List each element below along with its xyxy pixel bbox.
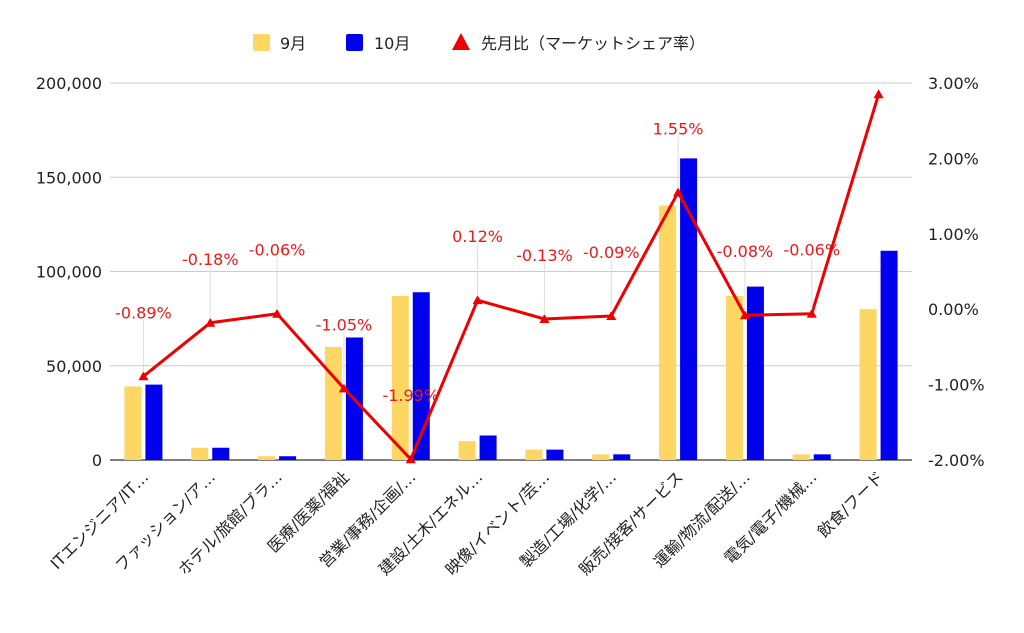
bar-october	[279, 456, 297, 460]
bar-october	[479, 435, 497, 460]
bar-september	[525, 449, 543, 460]
share-change-marker	[205, 317, 216, 327]
bar-october	[546, 449, 564, 460]
right-axis-tick-label: -2.00%	[928, 451, 985, 470]
bar-september	[258, 456, 276, 460]
legend-swatch-october	[346, 34, 363, 51]
share-change-data-label: -0.06%	[249, 241, 306, 260]
share-change-data-label: -0.09%	[583, 243, 640, 262]
category-axis-labels: ITエンジニア/IT…ファッション/ア…ホテル/旅館/ブラ…医療/医薬/福祉営業…	[47, 467, 888, 579]
bar-september	[859, 309, 877, 460]
bar-october	[813, 454, 831, 460]
bar-october	[212, 447, 230, 460]
share-change-marker	[405, 454, 416, 464]
left-axis-ticks: 0 50,000 100,000 150,000 200,000	[36, 74, 102, 470]
share-change-data-label: -0.08%	[717, 242, 774, 261]
share-change-marker	[873, 89, 884, 99]
right-axis-tick-label: -1.00%	[928, 376, 985, 395]
share-change-data-label: -0.89%	[115, 303, 172, 322]
gridlines	[110, 82, 912, 461]
share-change-data-label: -0.06%	[783, 241, 840, 260]
left-axis-tick-label: 100,000	[36, 263, 102, 282]
bar-september	[592, 454, 610, 460]
share-change-data-label: -0.13%	[516, 246, 573, 265]
right-axis-ticks: -2.00% -1.00% 0.00% 1.00% 2.00% 3.00%	[928, 74, 985, 470]
legend-label-share-change: 先月比（マーケットシェア率）	[481, 34, 705, 53]
share-change-line	[142, 93, 881, 461]
bar-september	[458, 441, 476, 460]
bar-september	[725, 296, 743, 460]
bar-october	[680, 158, 698, 460]
legend-swatch-september	[253, 34, 270, 51]
share-change-marker	[539, 314, 550, 324]
bar-september	[391, 296, 409, 460]
share-change-marker	[472, 295, 483, 305]
share-change-data-label: 1.55%	[653, 119, 704, 138]
share-change-marker	[338, 383, 349, 393]
bar-october	[613, 454, 631, 460]
share-change-marker	[138, 371, 149, 381]
legend-label-september: 9月	[280, 34, 306, 53]
bar-september	[191, 447, 209, 460]
right-axis-tick-label: 0.00%	[928, 300, 979, 319]
bar-september	[324, 346, 342, 460]
share-change-marker	[272, 308, 283, 318]
left-axis-tick-label: 50,000	[46, 357, 102, 376]
bar-september	[792, 454, 810, 460]
bar-october	[412, 292, 430, 460]
category-label: 飲食/フード	[814, 467, 888, 541]
share-change-marker	[606, 310, 617, 320]
chart-legend: 9月 10月 先月比（マーケットシェア率）	[253, 33, 705, 53]
share-change-marker	[739, 310, 750, 320]
share-change-marker	[806, 308, 817, 318]
left-axis-tick-label: 200,000	[36, 74, 102, 93]
bar-september	[659, 205, 677, 460]
bar-series	[124, 158, 898, 460]
left-axis-tick-label: 150,000	[36, 168, 102, 187]
line-series: -0.89% -0.18% -0.06% -1.05% -1.99% 0.12% -0.13…	[115, 89, 884, 464]
right-axis-tick-label: 3.00%	[928, 74, 979, 93]
right-axis-tick-label: 1.00%	[928, 225, 979, 244]
share-change-data-label: -1.05%	[316, 315, 373, 334]
bar-october	[145, 384, 163, 460]
share-change-data-label: -0.18%	[182, 250, 239, 269]
legend-label-october: 10月	[374, 34, 410, 53]
share-change-data-label: 0.12%	[452, 227, 503, 246]
share-change-marker	[673, 187, 684, 197]
bar-october	[880, 250, 898, 460]
right-axis-tick-label: 2.00%	[928, 149, 979, 168]
share-change-data-label: -1.99%	[382, 386, 439, 405]
left-axis-tick-label: 0	[92, 451, 102, 470]
bar-september	[124, 386, 142, 460]
bar-october	[746, 286, 764, 460]
legend-marker-triangle	[452, 33, 470, 50]
